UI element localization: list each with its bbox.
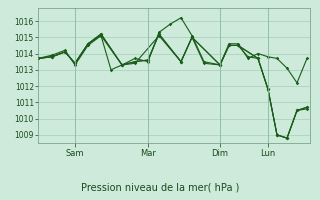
Text: Pression niveau de la mer( hPa ): Pression niveau de la mer( hPa )	[81, 182, 239, 192]
